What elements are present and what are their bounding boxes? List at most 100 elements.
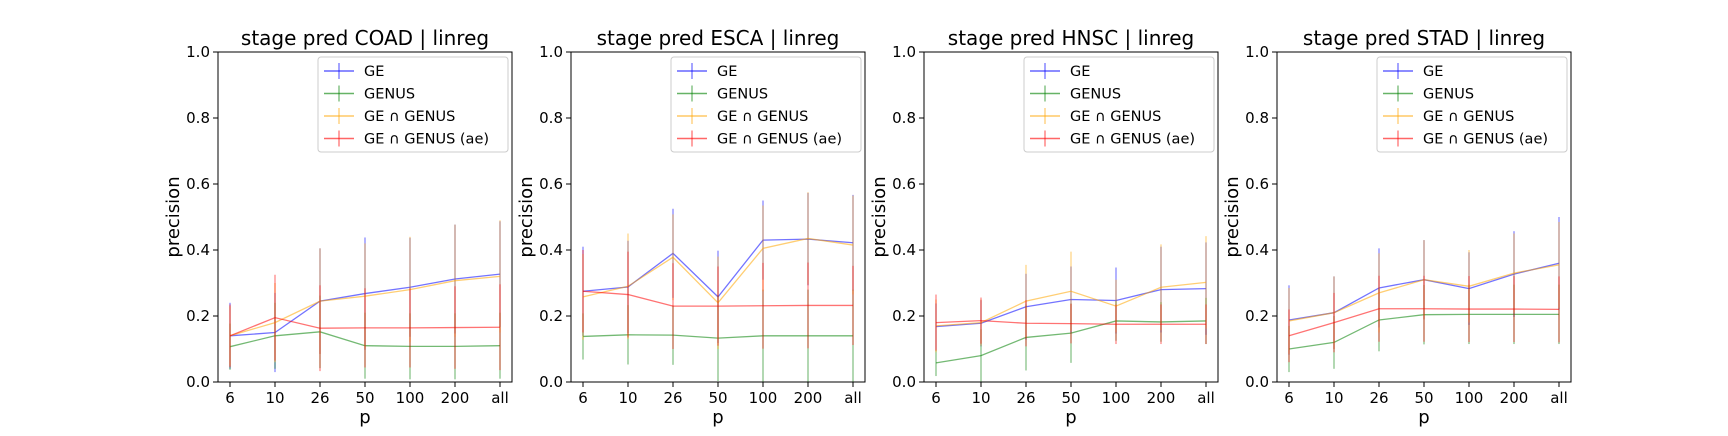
legend: GE GENUS GE ∩ GENUS GE ∩ GENUS (ae) bbox=[317, 56, 509, 153]
y-tick-label: 1.0 bbox=[1245, 43, 1269, 61]
x-tick-label: 100 bbox=[1102, 389, 1131, 407]
x-tick-label: 200 bbox=[1500, 389, 1529, 407]
series-3 bbox=[582, 250, 854, 349]
x-tick-label: 100 bbox=[396, 389, 425, 407]
y-tick-label: 0.2 bbox=[539, 307, 563, 325]
y-tick-label: 0.4 bbox=[186, 241, 210, 259]
legend-label: GENUS bbox=[364, 87, 415, 103]
y-tick-label: 0.2 bbox=[892, 307, 916, 325]
x-tick-label: 10 bbox=[265, 389, 284, 407]
x-tick-label: all bbox=[491, 389, 509, 407]
legend-box bbox=[1023, 56, 1215, 153]
y-tick-label: 0.4 bbox=[1245, 241, 1269, 259]
legend-label: GENUS bbox=[717, 87, 768, 103]
y-tick-label: 0.0 bbox=[186, 373, 210, 391]
chart-panel-3: 0.0 0.2 0.4 0.6 0.8 1.0 6 10 26 50 100 200 all stage … bbox=[869, 26, 1219, 428]
legend-label: GE ∩ GENUS bbox=[717, 109, 808, 125]
x-axis-label: p bbox=[359, 407, 370, 428]
x-tick-label: 6 bbox=[225, 389, 235, 407]
y-tick-label: 0.2 bbox=[1245, 307, 1269, 325]
y-tick-label: 0.4 bbox=[892, 241, 916, 259]
x-axis-label: p bbox=[1065, 407, 1076, 428]
y-axis-label: precision bbox=[516, 176, 537, 257]
legend-label: GENUS bbox=[1070, 87, 1121, 103]
x-tick-label: 26 bbox=[310, 389, 329, 407]
x-tick-label: all bbox=[844, 389, 862, 407]
x-tick-label: 50 bbox=[355, 389, 374, 407]
series-3 bbox=[1288, 275, 1560, 363]
x-tick-label: all bbox=[1550, 389, 1568, 407]
legend-box bbox=[1376, 56, 1568, 153]
legend-label: GE bbox=[1423, 64, 1443, 80]
x-tick-label: 26 bbox=[663, 389, 682, 407]
x-tick-label: 10 bbox=[971, 389, 990, 407]
y-axis-label: precision bbox=[869, 176, 890, 257]
x-tick-label: 200 bbox=[794, 389, 823, 407]
x-axis-label: p bbox=[712, 407, 723, 428]
x-tick-label: 6 bbox=[931, 389, 941, 407]
x-tick-label: 6 bbox=[1284, 389, 1294, 407]
series-line bbox=[1288, 308, 1560, 337]
y-tick-label: 0.0 bbox=[539, 373, 563, 391]
y-tick-label: 0.0 bbox=[892, 373, 916, 391]
legend-label: GE ∩ GENUS (ae) bbox=[1070, 132, 1195, 148]
x-tick-label: 26 bbox=[1369, 389, 1388, 407]
chart-title: stage pred COAD | linreg bbox=[241, 26, 489, 50]
chart-title: stage pred ESCA | linreg bbox=[597, 26, 840, 50]
y-tick-label: 0.6 bbox=[186, 175, 210, 193]
legend-box bbox=[670, 56, 862, 153]
y-axis-label: precision bbox=[1222, 176, 1243, 257]
series-line bbox=[582, 290, 853, 307]
x-tick-label: 50 bbox=[708, 389, 727, 407]
legend-label: GENUS bbox=[1423, 87, 1474, 103]
chart-title: stage pred HNSC | linreg bbox=[948, 26, 1194, 50]
y-tick-label: 0.8 bbox=[1245, 109, 1269, 127]
y-tick-label: 0.8 bbox=[186, 109, 210, 127]
series-line bbox=[229, 316, 501, 337]
y-axis-label: precision bbox=[163, 176, 184, 257]
x-tick-label: 200 bbox=[1147, 389, 1176, 407]
chart-panel-4: 0.0 0.2 0.4 0.6 0.8 1.0 6 10 26 50 100 200 all stage … bbox=[1222, 26, 1572, 428]
legend-label: GE ∩ GENUS (ae) bbox=[364, 132, 489, 148]
x-tick-label: 200 bbox=[441, 389, 470, 407]
x-tick-label: 10 bbox=[618, 389, 637, 407]
legend-label: GE ∩ GENUS bbox=[1070, 109, 1161, 125]
legend: GE GENUS GE ∩ GENUS GE ∩ GENUS (ae) bbox=[670, 56, 862, 153]
x-tick-label: 100 bbox=[749, 389, 778, 407]
legend-label: GE ∩ GENUS (ae) bbox=[1423, 132, 1548, 148]
legend: GE GENUS GE ∩ GENUS GE ∩ GENUS (ae) bbox=[1376, 56, 1568, 153]
y-tick-label: 0.6 bbox=[539, 175, 563, 193]
legend-label: GE ∩ GENUS bbox=[364, 109, 455, 125]
x-tick-label: 6 bbox=[578, 389, 588, 407]
y-tick-label: 1.0 bbox=[539, 43, 563, 61]
series-3 bbox=[229, 274, 501, 372]
chart-panel-2: 0.0 0.2 0.4 0.6 0.8 1.0 6 10 26 50 100 200 all stage … bbox=[516, 26, 866, 428]
series-3 bbox=[935, 294, 1207, 351]
y-tick-label: 0.6 bbox=[1245, 175, 1269, 193]
legend-label: GE ∩ GENUS (ae) bbox=[717, 132, 842, 148]
legend-box bbox=[317, 56, 509, 153]
legend-label: GE bbox=[364, 64, 384, 80]
y-tick-label: 0.8 bbox=[539, 109, 563, 127]
x-axis-label: p bbox=[1418, 407, 1429, 428]
y-tick-label: 0.6 bbox=[892, 175, 916, 193]
y-tick-label: 0.4 bbox=[539, 241, 563, 259]
y-tick-label: 0.2 bbox=[186, 307, 210, 325]
y-tick-label: 0.0 bbox=[1245, 373, 1269, 391]
legend: GE GENUS GE ∩ GENUS GE ∩ GENUS (ae) bbox=[1023, 56, 1215, 153]
legend-label: GE ∩ GENUS bbox=[1423, 109, 1514, 125]
chart-panel-1: 0.0 0.2 0.4 0.6 0.8 1.0 6 10 26 50 100 200 all stage … bbox=[163, 26, 513, 428]
legend-label: GE bbox=[717, 64, 737, 80]
x-tick-label: 10 bbox=[1324, 389, 1343, 407]
chart-title: stage pred STAD | linreg bbox=[1303, 26, 1545, 50]
y-tick-label: 1.0 bbox=[186, 43, 210, 61]
legend-label: GE bbox=[1070, 64, 1090, 80]
y-tick-label: 1.0 bbox=[892, 43, 916, 61]
x-tick-label: 26 bbox=[1016, 389, 1035, 407]
x-tick-label: 50 bbox=[1414, 389, 1433, 407]
x-tick-label: all bbox=[1197, 389, 1215, 407]
x-tick-label: 100 bbox=[1455, 389, 1484, 407]
series-line bbox=[935, 319, 1206, 325]
